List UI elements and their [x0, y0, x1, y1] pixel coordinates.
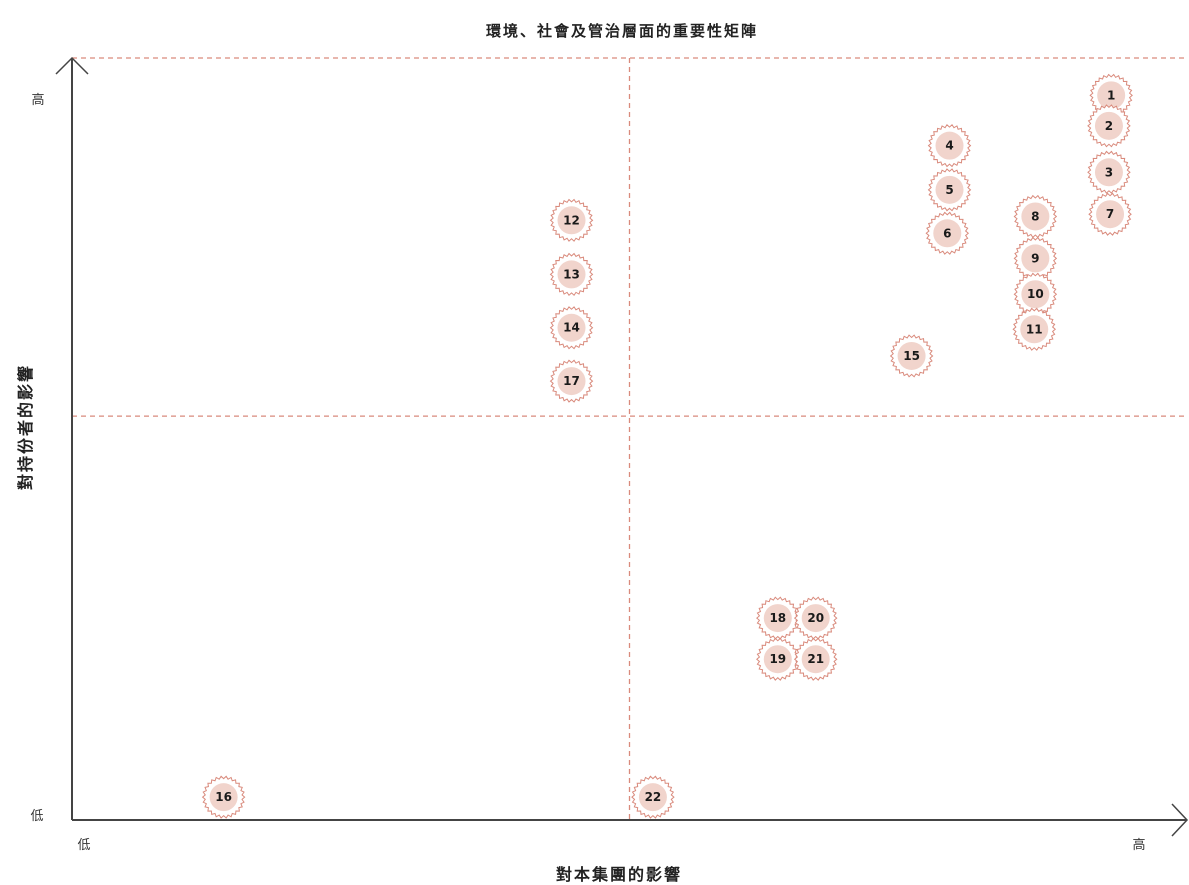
data-point-21: 21: [793, 637, 838, 681]
point-marker: [557, 367, 586, 396]
data-point-3: 3: [1087, 150, 1131, 194]
point-label: 1: [1107, 88, 1115, 102]
data-point-6: 6: [925, 211, 970, 255]
point-label: 15: [903, 349, 920, 363]
axes: [55, 56, 1189, 837]
point-marker: [763, 604, 792, 633]
point-label: 13: [563, 267, 580, 281]
data-point-16: 16: [201, 775, 246, 819]
point-label: 14: [563, 321, 580, 335]
x-axis-title: 對本集團的影響: [556, 865, 682, 884]
point-marker: [897, 341, 926, 370]
point-label: 8: [1031, 209, 1039, 223]
point-label: 17: [563, 374, 580, 388]
y-tick-high: 高: [31, 92, 44, 108]
quadrant-dividers: [72, 57, 1187, 820]
point-label: 10: [1027, 287, 1044, 301]
point-label: 2: [1105, 119, 1113, 133]
data-point-1: 1: [1089, 73, 1133, 117]
data-point-9: 9: [1013, 236, 1058, 281]
data-point-19: 19: [756, 637, 800, 681]
point-label: 22: [645, 790, 662, 804]
point-label: 18: [769, 611, 786, 625]
point-label: 21: [807, 652, 824, 666]
point-marker: [763, 645, 792, 674]
point-marker: [557, 206, 586, 235]
point-marker: [1097, 81, 1126, 110]
data-point-12: 12: [549, 198, 594, 242]
point-label: 11: [1026, 322, 1043, 336]
point-marker: [638, 783, 667, 812]
point-marker: [801, 604, 830, 633]
point-marker: [1021, 280, 1050, 309]
chart-title: 環境、社會及管治層面的重要性矩陣: [486, 22, 758, 40]
x-tick-high: 高: [1132, 837, 1145, 853]
data-point-5: 5: [927, 168, 972, 212]
point-label: 19: [769, 652, 786, 666]
data-point-2: 2: [1087, 104, 1131, 148]
point-label: 7: [1106, 207, 1114, 221]
data-point-10: 10: [1013, 272, 1058, 316]
point-marker: [935, 131, 964, 160]
y-axis-title: 對持份者的影響: [16, 364, 35, 490]
y-tick-low: 低: [30, 809, 43, 824]
point-marker: [1094, 111, 1123, 140]
point-marker: [801, 645, 830, 674]
point-marker: [1096, 200, 1125, 229]
point-label: 12: [563, 213, 580, 227]
data-point-15: 15: [889, 334, 934, 378]
data-point-4: 4: [927, 124, 972, 168]
point-marker: [1021, 244, 1050, 273]
x-tick-low: 低: [77, 838, 90, 853]
point-marker: [1021, 202, 1050, 231]
point-marker: [557, 313, 586, 342]
point-marker: [209, 783, 238, 812]
data-point-22: 22: [631, 775, 675, 819]
point-marker: [1020, 315, 1049, 344]
point-label: 16: [215, 790, 232, 804]
data-point-14: 14: [549, 306, 594, 350]
point-label: 6: [943, 226, 951, 240]
y-axis-arrow-icon: [55, 56, 89, 75]
data-point-7: 7: [1088, 192, 1132, 236]
data-point-17: 17: [549, 359, 594, 403]
point-label: 3: [1105, 165, 1113, 179]
point-marker: [935, 175, 964, 204]
point-label: 20: [807, 611, 824, 625]
data-point-13: 13: [549, 252, 594, 297]
data-point-18: 18: [756, 596, 800, 640]
point-marker: [1094, 158, 1123, 187]
data-point-20: 20: [793, 596, 838, 640]
point-label: 5: [945, 183, 953, 197]
x-axis-arrow-icon: [1171, 803, 1189, 837]
data-point-11: 11: [1012, 307, 1057, 351]
data-point-8: 8: [1013, 194, 1058, 239]
point-label: 9: [1031, 251, 1039, 265]
point-marker: [557, 260, 586, 289]
point-label: 4: [945, 139, 953, 153]
point-marker: [933, 219, 962, 248]
